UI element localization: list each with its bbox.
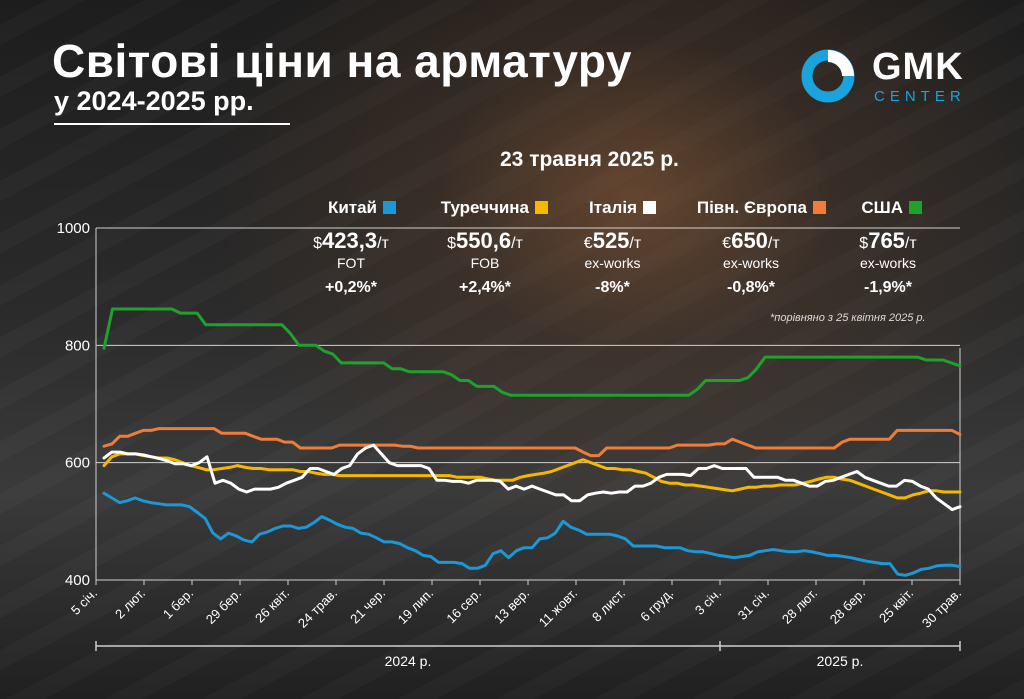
- x-tick-label: 30 трав.: [919, 586, 964, 631]
- series-line-1: [102, 427, 962, 458]
- legend-china: Китай $423,3/т FOT +0,2%*: [296, 198, 406, 297]
- y-tick-label: 1000: [57, 220, 90, 237]
- x-tick-label: 2 лют.: [112, 586, 148, 622]
- legend-usa-currency: $: [859, 235, 869, 252]
- legend-usa: США $765/т ex-works -1,9%*: [838, 198, 938, 297]
- legend-italy-change: -8%*: [595, 279, 630, 296]
- logo-gmk: GMK: [872, 46, 964, 88]
- series-line-2: [102, 452, 962, 500]
- legend-italy: Італія €525/т ex-works -8%*: [565, 198, 660, 297]
- legend-turkey-swatch: [535, 201, 548, 214]
- report-date: 23 травня 2025 р.: [500, 148, 679, 171]
- series-line-4: [102, 491, 962, 577]
- legend-usa-unit: /т: [904, 235, 917, 252]
- legend-china-currency: $: [313, 235, 323, 252]
- gmk-ring-icon: [801, 49, 855, 103]
- x-tick-label: 24 трав.: [295, 586, 340, 631]
- legend-usa-change: -1,9%*: [863, 279, 913, 296]
- legend-usa-basis: ex-works: [859, 255, 916, 271]
- legend-usa-value: 765: [868, 228, 905, 253]
- legend-north-europe-name: Півн. Європа: [696, 198, 807, 217]
- legend-italy-unit: /т: [629, 235, 642, 252]
- logo-center: CENTER: [874, 88, 966, 105]
- year-label-2024: 2024 р.: [385, 653, 432, 669]
- x-tick-label: 6 груд.: [637, 586, 676, 625]
- legend-italy-currency: €: [583, 235, 593, 252]
- legend-turkey-change: +2,4%*: [458, 279, 512, 296]
- legend-north-europe-unit: /т: [767, 235, 780, 252]
- year-label-2025: 2025 р.: [817, 653, 864, 669]
- x-tick-label: 29 бер.: [203, 586, 244, 627]
- x-tick-label: 19 лип.: [395, 586, 436, 627]
- legend-north-europe-value: 650: [731, 228, 768, 253]
- gmk-center-logo: GMK CENTER: [800, 46, 980, 106]
- x-tick-label: 25 квіт.: [876, 586, 916, 626]
- y-tick-label: 800: [65, 337, 90, 354]
- legend-turkey-currency: $: [447, 235, 457, 252]
- legend-italy-basis: ex-works: [584, 255, 641, 271]
- legend-north-europe-change: -0,8%*: [726, 279, 776, 296]
- x-tick-label: 1 бер.: [160, 586, 196, 622]
- legend-italy-name: Італія: [589, 198, 637, 217]
- x-tick-label: 28 бер.: [827, 586, 868, 627]
- page-subtitle: у 2024-2025 рр.: [54, 86, 290, 125]
- legend-turkey-basis: FOB: [470, 255, 500, 271]
- legend-italy-swatch: [643, 201, 656, 214]
- x-tick-label: 13 вер.: [491, 586, 532, 627]
- legend-north-europe-basis: ex-works: [722, 255, 779, 271]
- legend-china-swatch: [383, 201, 396, 214]
- legend-china-unit: /т: [377, 235, 389, 252]
- x-tick-label: 21 чер.: [347, 586, 388, 627]
- x-tick-label: 16 сер.: [443, 586, 484, 627]
- page-title: Світові ціни на арматуру: [52, 35, 632, 87]
- y-tick-label: 400: [65, 572, 90, 589]
- legend-north-europe-currency: €: [722, 235, 732, 252]
- legend-china-basis: FOT: [337, 255, 365, 271]
- x-tick-label: 11 жовт.: [536, 586, 580, 630]
- legend-usa-swatch: [909, 201, 922, 214]
- series-line-3: [102, 443, 962, 512]
- legend-turkey-value: 550,6: [456, 228, 512, 253]
- legend-china-value: 423,3: [322, 228, 378, 253]
- y-tick-label: 600: [65, 455, 90, 472]
- legend-china-change: +0,2%*: [324, 279, 378, 296]
- legend-turkey: Туреччина $550,6/т FOB +2,4%*: [420, 198, 550, 297]
- legend-north-europe: Півн. Європа €650/т ex-works -0,8%*: [676, 198, 826, 297]
- legend-turkey-name: Туреччина: [440, 198, 529, 217]
- x-tick-label: 31 січ.: [735, 586, 772, 623]
- legend-turkey-unit: /т: [511, 235, 523, 252]
- x-tick-label: 8 лист.: [589, 586, 628, 625]
- series-line-0: [102, 307, 962, 397]
- footnote: *порівняно з 25 квітня 2025 р.: [770, 312, 926, 324]
- x-tick-label: 28 лют.: [779, 586, 820, 627]
- legend-usa-name: США: [861, 198, 903, 217]
- x-tick-label: 26 квіт.: [252, 586, 292, 626]
- x-tick-label: 3 січ.: [692, 586, 724, 618]
- legend-china-name: Китай: [327, 198, 377, 217]
- legend-north-europe-swatch: [813, 201, 826, 214]
- x-tick-label: 5 січ.: [68, 586, 100, 618]
- legend-italy-value: 525: [592, 228, 630, 253]
